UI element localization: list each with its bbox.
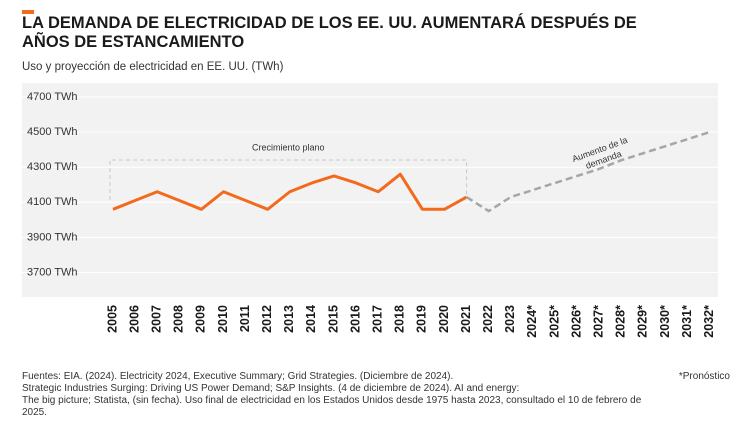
annotation: Crecimiento plano: [252, 142, 325, 152]
x-tick-label: 2016: [348, 305, 362, 333]
x-tick-label: 2022: [481, 305, 495, 333]
y-tick-label: 4700 TWh: [27, 91, 78, 103]
y-tick-label: 4500 TWh: [27, 126, 78, 138]
x-tick-label: 2018: [393, 305, 407, 333]
bracket: [109, 159, 468, 200]
line-series: [112, 172, 468, 211]
x-tick-label: 2007: [149, 305, 163, 333]
source-line: 2025.: [22, 407, 48, 418]
x-tick-label: 2023: [503, 305, 517, 333]
x-tick-label: 2009: [194, 305, 208, 333]
x-tick-label: 2015: [326, 305, 340, 333]
line-series: [465, 130, 711, 213]
y-tick-label: 3700 TWh: [27, 266, 78, 278]
x-tick-label: 2010: [216, 305, 230, 333]
x-tick-label: 2019: [415, 305, 429, 333]
source-line: Fuentes: EIA. (2024). Electricity 2024, …: [22, 371, 454, 382]
x-tick-label: 2006: [127, 305, 141, 333]
chart-subtitle: Uso y proyección de electricidad en EE. …: [22, 61, 284, 73]
x-tick-label: 2025*: [547, 305, 561, 338]
source-line: The big picture; Statista, (sin fecha). …: [22, 395, 642, 406]
x-tick-label: 2021: [459, 305, 473, 333]
footnote: *Pronóstico: [678, 371, 730, 382]
sources: Fuentes: EIA. (2024). Electricity 2024, …: [22, 371, 641, 419]
source-line: Strategic Industries Surging: Driving US…: [22, 383, 520, 394]
y-tick-label: 3900 TWh: [27, 231, 78, 243]
x-tick-label: 2005: [105, 305, 119, 333]
x-tick-label: 2017: [370, 305, 384, 333]
chart-title: LA DEMANDA DE ELECTRICIDAD DE LOS EE. UU…: [22, 14, 637, 51]
x-tick-label: 2026*: [569, 305, 583, 338]
x-tick-label: 2020: [437, 305, 451, 333]
x-tick-label: 2031*: [680, 305, 694, 338]
y-tick-label: 4300 TWh: [27, 161, 78, 173]
x-tick-label: 2030*: [658, 305, 672, 338]
x-tick-label: 2013: [282, 305, 296, 333]
x-tick-label: 2027*: [591, 305, 605, 338]
x-tick-label: 2029*: [636, 305, 650, 338]
x-tick-label: 2024*: [525, 305, 539, 338]
y-tick-label: 4100 TWh: [27, 196, 78, 208]
x-tick-label: 2032*: [702, 305, 716, 338]
x-tick-label: 2012: [260, 305, 274, 333]
x-tick-label: 2028*: [614, 305, 628, 338]
x-tick-label: 2014: [304, 305, 318, 333]
x-tick-label: 2011: [238, 305, 252, 332]
accent-bar: [22, 10, 34, 14]
x-tick-label: 2008: [172, 305, 186, 333]
